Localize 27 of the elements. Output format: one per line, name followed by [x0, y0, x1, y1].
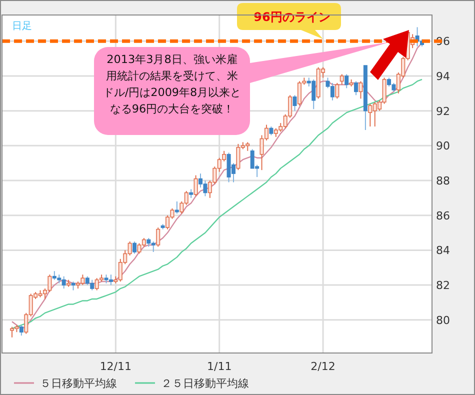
candlestick	[344, 74, 349, 89]
candlestick	[358, 80, 363, 100]
y-tick-label: 82	[436, 279, 450, 292]
candlestick	[340, 74, 344, 86]
annotation: 日足	[12, 21, 32, 32]
candlestick	[19, 324, 24, 336]
y-tick-label: 84	[436, 244, 450, 258]
annotation: 2013年3月8日、強い米雇用統計の結果を受けて、米ドル/円は2009年8月以来となる96円の大台を突破！	[102, 53, 242, 116]
legend-label: ５日移動平均線	[40, 377, 117, 390]
candlestick	[132, 240, 137, 254]
y-tick-label: 92	[436, 104, 450, 118]
candlestick	[156, 227, 160, 248]
y-tick-label: 94	[436, 70, 450, 83]
y-tick-label: 86	[436, 209, 450, 222]
y-tick-label: 80	[436, 314, 450, 327]
candlestick	[335, 82, 340, 100]
x-tick-label: 12/11	[100, 360, 132, 373]
x-tick-label: 2/12	[310, 360, 336, 373]
candlestick	[174, 200, 179, 214]
candlestick	[194, 174, 198, 197]
candlestick	[108, 274, 113, 286]
y-tick-label: 90	[436, 140, 450, 153]
y-tick-label: 88	[436, 174, 450, 188]
candlestick	[354, 80, 358, 96]
legend-label: ２５日移動平均線	[161, 377, 249, 390]
candlestick	[292, 94, 297, 112]
x-tick-label: 1/11	[207, 360, 232, 373]
